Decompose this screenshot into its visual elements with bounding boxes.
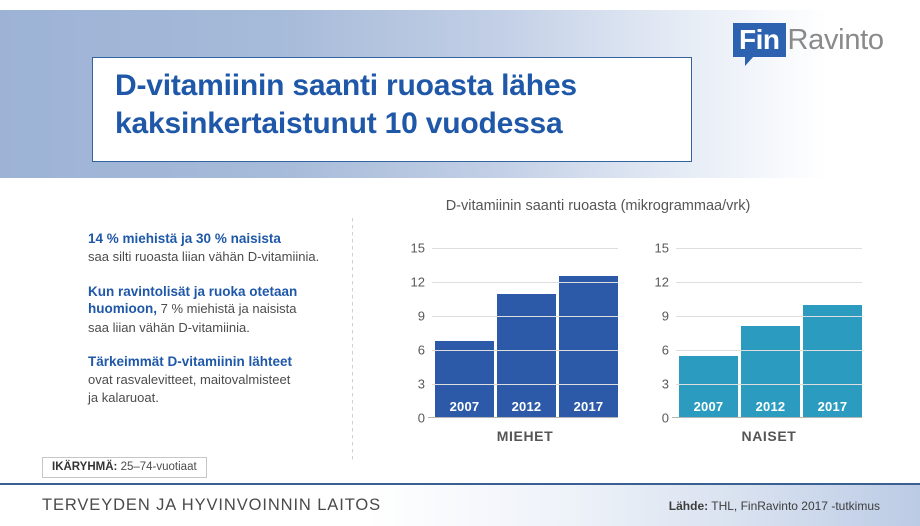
page-title-line-1: D-vitamiinin saanti ruoasta lähes (115, 69, 577, 102)
bar-category-label: 2007 (693, 399, 724, 414)
bar[interactable]: 2012 (741, 326, 800, 418)
chart-panel-miehet: 2007 2012 2017 0 3 6 9 12 15 MIEHET (398, 241, 618, 444)
y-axis-tick-label: 9 (661, 308, 669, 324)
gridline (676, 248, 862, 249)
header-banner: D-vitamiinin saanti ruoasta lähes kaksin… (0, 0, 920, 178)
finding-body-line-2: ja kalaruoat. (88, 389, 159, 405)
bar-category-label: 2017 (817, 399, 848, 414)
y-axis-tick-label: 9 (417, 308, 425, 324)
y-axis-tick-label: 6 (661, 342, 669, 358)
y-axis-tick-label: 0 (417, 410, 425, 426)
finding-item: 14 % miehistä ja 30 % naisista saa silti… (88, 230, 338, 266)
gridline (432, 384, 618, 385)
y-axis-tick-label: 15 (410, 240, 425, 256)
finding-item: Kun ravintolisät ja ruoka otetaan huomio… (88, 283, 338, 337)
gridline (676, 350, 862, 351)
finding-body: saa silti ruoasta liian vähän D-vitamiin… (88, 248, 320, 264)
logo-wordmark: Ravinto (787, 23, 885, 56)
headline-box: D-vitamiinin saanti ruoasta lähes kaksin… (92, 57, 692, 162)
gridline (676, 384, 862, 385)
bar[interactable]: 2017 (559, 276, 618, 418)
bar-category-label: 2012 (511, 399, 542, 414)
gridline (432, 248, 618, 249)
chart-title: D-vitamiinin saanti ruoasta (mikrogramma… (445, 198, 751, 214)
age-group-note: IKÄRYHMÄ: 25–74-vuotiaat (42, 457, 207, 478)
y-axis-tick-label: 12 (410, 274, 425, 290)
finding-headline: Kun ravintolisät ja ruoka otetaan (88, 283, 298, 299)
footer-source: Lähde: THL, FinRavinto 2017 -tutkimus (669, 499, 880, 513)
finding-body: huomioon, 7 % miehistä ja naisista (88, 300, 338, 318)
finding-body-inline: 7 % miehistä ja naisista (156, 301, 297, 317)
speech-bubble-tail-icon (745, 56, 754, 66)
bar-group: 2007 2012 2017 (435, 248, 618, 418)
page-title-line-2: kaksinkertaistunut 10 vuodessa (115, 107, 563, 141)
bar-category-label: 2007 (449, 399, 480, 414)
bar-group: 2007 2012 2017 (679, 248, 862, 418)
footer-bar: TERVEYDEN JA HYVINVOINNIN LAITOS Lähde: … (0, 483, 920, 526)
speech-bubble-icon: Fin (733, 23, 786, 66)
gridline (676, 282, 862, 283)
bar-category-label: 2012 (755, 399, 786, 414)
footer-top-rule (0, 483, 920, 485)
bar[interactable]: 2007 (679, 355, 738, 418)
y-axis-tick-label: 15 (654, 240, 669, 256)
main-content: 14 % miehistä ja 30 % naisista saa silti… (0, 178, 920, 483)
age-group-value: 25–74-vuotiaat (117, 461, 197, 473)
footer-source-label: Lähde: (668, 499, 709, 513)
chart-panel-label: NAISET (741, 428, 797, 444)
bar[interactable]: 2012 (497, 294, 556, 418)
finding-headline-continued: huomioon, (88, 301, 157, 317)
finding-body-line-2: saa liian vähän D-vitamiinia. (88, 319, 250, 335)
footer-organization: TERVEYDEN JA HYVINVOINNIN LAITOS (42, 496, 382, 514)
header-top-white-strip (0, 0, 920, 10)
gridline (676, 316, 862, 317)
x-axis-line (672, 416, 862, 418)
bar[interactable]: 2017 (803, 304, 862, 418)
y-axis-tick-label: 12 (654, 274, 669, 290)
plot-area: 2007 2012 2017 0 3 6 9 12 15 (411, 241, 618, 426)
key-findings-list: 14 % miehistä ja 30 % naisista saa silti… (88, 230, 338, 423)
logo-mark-text: Fin (739, 24, 780, 55)
y-axis-tick-label: 3 (661, 376, 669, 392)
bar-category-label: 2017 (573, 399, 604, 414)
y-axis-tick-label: 3 (417, 376, 425, 392)
vertical-dotted-divider (352, 218, 353, 460)
footer-source-value: THL, FinRavinto 2017 -tutkimus (708, 499, 880, 513)
finding-body: ovat rasvalevitteet, maitovalmisteet (88, 372, 291, 388)
y-axis-tick-label: 6 (417, 342, 425, 358)
chart-panel-label: MIEHET (496, 428, 554, 444)
gridline (432, 282, 618, 283)
plot-area: 2007 2012 2017 0 3 6 9 12 15 (655, 241, 862, 426)
finding-item: Tärkeimmät D-vitamiinin lähteet ovat ras… (88, 353, 338, 406)
finding-headline: Tärkeimmät D-vitamiinin lähteet (88, 354, 293, 370)
gridline (432, 316, 618, 317)
finravinto-logo: Fin Ravinto (733, 18, 885, 66)
finding-headline: 14 % miehistä ja 30 % naisista (88, 231, 281, 246)
x-axis-line (428, 416, 618, 418)
y-axis-tick-label: 0 (661, 410, 669, 426)
gridline (432, 350, 618, 351)
bar[interactable]: 2007 (435, 340, 494, 418)
age-group-label: IKÄRYHMÄ: (52, 461, 118, 473)
chart-panel-naiset: 2007 2012 2017 0 3 6 9 12 15 NAISET (642, 241, 862, 444)
page-title: D-vitamiinin saanti ruoasta lähes kaksin… (115, 67, 681, 144)
